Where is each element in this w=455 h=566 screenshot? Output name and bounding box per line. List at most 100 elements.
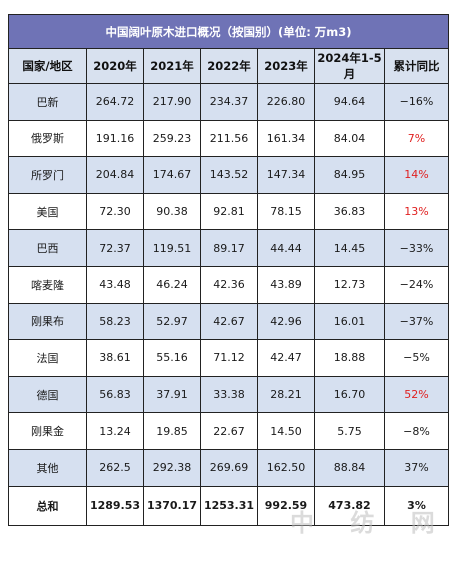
value-cell: 162.50 <box>257 448 315 487</box>
total-label: 总和 <box>8 485 87 526</box>
value-cell: 33.38 <box>200 375 258 414</box>
table-header-row: 国家/地区 2020年 2021年 2022年 2023年 2024年1-5月 … <box>8 48 450 84</box>
total-yoy-cell: 3% <box>383 485 450 526</box>
value-cell: 88.84 <box>314 448 385 487</box>
value-cell: 5.75 <box>314 412 385 450</box>
yoy-cell: 7% <box>383 119 450 158</box>
table-row: 喀麦隆 43.48 46.24 42.36 43.89 12.73 −24% <box>8 265 450 304</box>
value-cell: 174.67 <box>143 156 201 194</box>
value-cell: 14.50 <box>257 412 315 450</box>
value-cell: 262.5 <box>86 448 144 487</box>
yoy-cell: −5% <box>383 339 450 377</box>
total-value-cell: 1289.53 <box>86 485 144 526</box>
country-cell: 美国 <box>8 192 87 231</box>
yoy-cell: −8% <box>383 412 450 450</box>
value-cell: 46.24 <box>143 265 201 304</box>
value-cell: 78.15 <box>257 192 315 231</box>
value-cell: 58.23 <box>86 302 144 341</box>
yoy-cell: −33% <box>383 229 450 267</box>
value-cell: 264.72 <box>86 83 144 121</box>
country-cell: 其他 <box>8 448 87 487</box>
value-cell: 234.37 <box>200 83 258 121</box>
total-value-cell: 992.59 <box>257 485 315 526</box>
value-cell: 292.38 <box>143 448 201 487</box>
country-cell: 德国 <box>8 375 87 414</box>
table-row: 俄罗斯 191.16 259.23 211.56 161.34 84.04 7% <box>8 119 450 158</box>
value-cell: 143.52 <box>200 156 258 194</box>
table-row: 其他 262.5 292.38 269.69 162.50 88.84 37% <box>8 448 450 487</box>
value-cell: 72.37 <box>86 229 144 267</box>
table-row: 巴西 72.37 119.51 89.17 44.44 14.45 −33% <box>8 229 450 267</box>
value-cell: 22.67 <box>200 412 258 450</box>
total-value-cell: 473.82 <box>314 485 385 526</box>
table-title: 中国阔叶原木进口概况（按国别）(单位: 万m3) <box>7 14 450 49</box>
value-cell: 52.97 <box>143 302 201 341</box>
total-value-cell: 1370.17 <box>143 485 201 526</box>
value-cell: 92.81 <box>200 192 258 231</box>
value-cell: 16.01 <box>314 302 385 341</box>
yoy-cell: 37% <box>383 448 450 487</box>
table-row: 美国 72.30 90.38 92.81 78.15 36.83 13% <box>8 192 450 231</box>
value-cell: 211.56 <box>200 119 258 158</box>
table-row: 刚果布 58.23 52.97 42.67 42.96 16.01 −37% <box>8 302 450 341</box>
country-cell: 法国 <box>8 339 87 377</box>
total-row: 总和 1289.53 1370.17 1253.31 992.59 473.82 3% <box>8 485 450 526</box>
value-cell: 71.12 <box>200 339 258 377</box>
value-cell: 204.84 <box>86 156 144 194</box>
header-country: 国家/地区 <box>8 48 87 84</box>
yoy-cell: −16% <box>383 83 450 121</box>
value-cell: 226.80 <box>257 83 315 121</box>
value-cell: 28.21 <box>257 375 315 414</box>
header-yoy: 累计同比 <box>383 48 450 84</box>
value-cell: 38.61 <box>86 339 144 377</box>
value-cell: 119.51 <box>143 229 201 267</box>
value-cell: 18.88 <box>314 339 385 377</box>
country-cell: 喀麦隆 <box>8 265 87 304</box>
value-cell: 90.38 <box>143 192 201 231</box>
yoy-cell: 14% <box>383 156 450 194</box>
header-2022: 2022年 <box>200 48 258 84</box>
value-cell: 44.44 <box>257 229 315 267</box>
value-cell: 94.64 <box>314 83 385 121</box>
import-table: 中国阔叶原木进口概况（按国别）(单位: 万m3) 国家/地区 2020年 202… <box>7 14 450 526</box>
value-cell: 161.34 <box>257 119 315 158</box>
country-cell: 巴新 <box>8 83 87 121</box>
country-cell: 俄罗斯 <box>8 119 87 158</box>
value-cell: 12.73 <box>314 265 385 304</box>
value-cell: 19.85 <box>143 412 201 450</box>
value-cell: 42.96 <box>257 302 315 341</box>
table-row: 法国 38.61 55.16 71.12 42.47 18.88 −5% <box>8 339 450 377</box>
value-cell: 42.47 <box>257 339 315 377</box>
header-2024-jan-may: 2024年1-5月 <box>314 48 385 84</box>
table-title-row: 中国阔叶原木进口概况（按国别）(单位: 万m3) <box>7 14 450 49</box>
value-cell: 43.48 <box>86 265 144 304</box>
value-cell: 217.90 <box>143 83 201 121</box>
table-row: 德国 56.83 37.91 33.38 28.21 16.70 52% <box>8 375 450 414</box>
value-cell: 36.83 <box>314 192 385 231</box>
value-cell: 56.83 <box>86 375 144 414</box>
value-cell: 42.36 <box>200 265 258 304</box>
table-row: 巴新 264.72 217.90 234.37 226.80 94.64 −16% <box>8 83 450 121</box>
value-cell: 14.45 <box>314 229 385 267</box>
value-cell: 42.67 <box>200 302 258 341</box>
country-cell: 巴西 <box>8 229 87 267</box>
value-cell: 43.89 <box>257 265 315 304</box>
table-row: 刚果金 13.24 19.85 22.67 14.50 5.75 −8% <box>8 412 450 450</box>
value-cell: 72.30 <box>86 192 144 231</box>
header-2020: 2020年 <box>86 48 144 84</box>
header-2021: 2021年 <box>143 48 201 84</box>
value-cell: 37.91 <box>143 375 201 414</box>
value-cell: 84.95 <box>314 156 385 194</box>
value-cell: 147.34 <box>257 156 315 194</box>
value-cell: 269.69 <box>200 448 258 487</box>
value-cell: 16.70 <box>314 375 385 414</box>
country-cell: 刚果布 <box>8 302 87 341</box>
header-2023: 2023年 <box>257 48 315 84</box>
table-row: 所罗门 204.84 174.67 143.52 147.34 84.95 14% <box>8 156 450 194</box>
yoy-cell: 52% <box>383 375 450 414</box>
value-cell: 55.16 <box>143 339 201 377</box>
yoy-cell: −24% <box>383 265 450 304</box>
country-cell: 所罗门 <box>8 156 87 194</box>
value-cell: 259.23 <box>143 119 201 158</box>
total-value-cell: 1253.31 <box>200 485 258 526</box>
